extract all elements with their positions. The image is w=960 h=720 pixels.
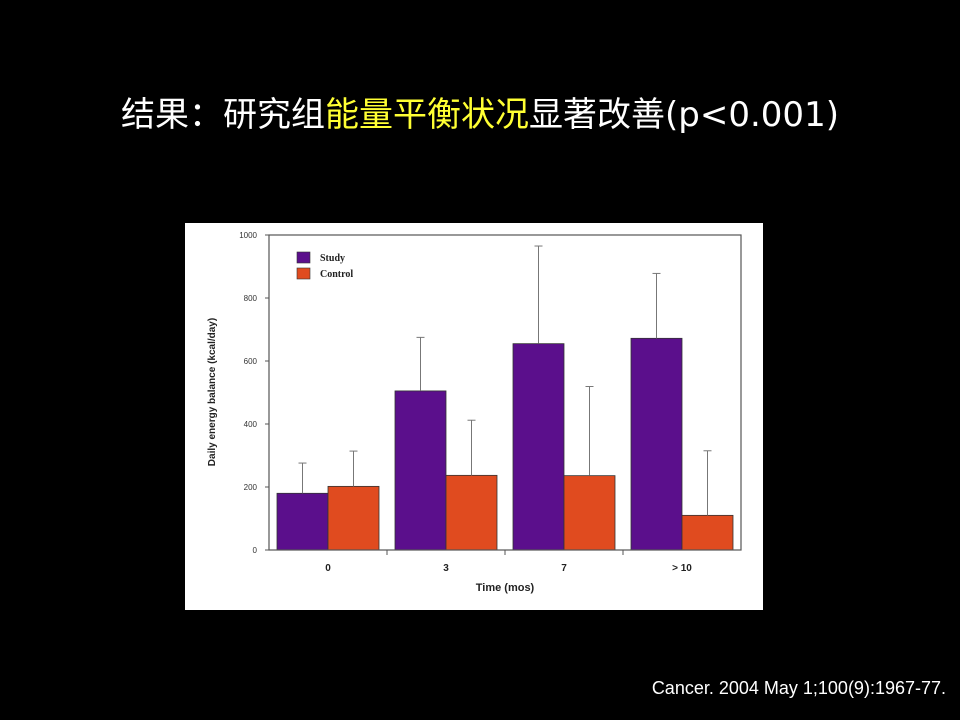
legend: Study Control <box>296 251 353 280</box>
y-tick-label: 1000 <box>239 231 257 240</box>
bar-study-3 <box>630 337 683 551</box>
bar-control-3 <box>681 514 734 551</box>
title-part1: 结果：研究组 <box>121 95 326 135</box>
bar-control-2 <box>563 475 616 551</box>
bar-study-0 <box>276 492 329 551</box>
bar-study-1 <box>394 390 447 551</box>
y-tick-label: 200 <box>244 483 258 492</box>
x-tick-label: 0 <box>325 563 331 574</box>
title-part2: 显著改善(p<0.001) <box>529 95 839 135</box>
legend-swatch-control <box>296 267 311 280</box>
error-bars-layer <box>298 245 712 516</box>
x-tick-label: 3 <box>443 563 449 574</box>
y-tick-label: 0 <box>253 546 258 555</box>
x-tick-label: > 10 <box>672 563 692 574</box>
slide-title: 结果：研究组能量平衡状况显著改善(p<0.001) <box>0 90 960 140</box>
x-axis-label: Time (mos) <box>476 582 535 594</box>
legend-label-study: Study <box>320 253 345 264</box>
bar-control-0 <box>327 485 380 551</box>
bar-chart: 0 200 400 600 800 1000 0 3 7 > 10 Study Control T… <box>207 231 742 594</box>
y-tick-label: 600 <box>244 357 258 366</box>
y-axis: 0 200 400 600 800 1000 <box>239 231 269 555</box>
x-tick-label: 7 <box>561 563 567 574</box>
y-tick-label: 800 <box>244 294 258 303</box>
y-axis-label: Daily energy balance (kcal/day) <box>207 318 218 466</box>
bars-layer <box>276 337 734 551</box>
chart-panel: 0 200 400 600 800 1000 0 3 7 > 10 Study Control T… <box>185 223 763 610</box>
legend-label-control: Control <box>320 269 353 280</box>
title-highlight: 能量平衡状况 <box>325 95 530 135</box>
y-tick-label: 400 <box>244 420 258 429</box>
x-axis: 0 3 7 > 10 <box>325 550 692 574</box>
bar-study-2 <box>512 343 565 551</box>
citation: Cancer. 2004 May 1;100(9):1967-77. <box>651 678 946 698</box>
legend-swatch-study <box>296 251 311 264</box>
bar-control-1 <box>445 474 498 551</box>
